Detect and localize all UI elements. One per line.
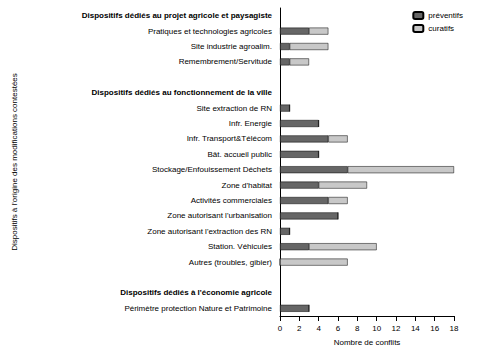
svg-text:6: 6 [336, 324, 341, 333]
svg-text:Dispositifs à l'origine des mo: Dispositifs à l'origine des modification… [10, 73, 19, 251]
svg-text:Bât. accueil public: Bât. accueil public [208, 150, 272, 159]
svg-text:Autres (troubles, gibier): Autres (troubles, gibier) [189, 258, 272, 267]
svg-text:Dispositifs dédiés au projet a: Dispositifs dédiés au projet agricole et… [82, 11, 273, 20]
svg-text:Site extraction de RN: Site extraction de RN [196, 104, 272, 113]
svg-text:4: 4 [316, 324, 321, 333]
svg-text:12: 12 [392, 324, 401, 333]
svg-text:Zone d'habitat: Zone d'habitat [222, 181, 273, 190]
svg-text:Zone autorisant l'urbanisation: Zone autorisant l'urbanisation [167, 211, 272, 220]
svg-text:18: 18 [450, 324, 459, 333]
svg-text:Site industrie agroalim.: Site industrie agroalim. [191, 42, 272, 51]
svg-text:Infr. Energie: Infr. Energie [229, 119, 273, 128]
svg-text:8: 8 [355, 324, 360, 333]
svg-text:Infr. Transport&Télécom: Infr. Transport&Télécom [187, 134, 273, 143]
svg-text:curatifs: curatifs [428, 24, 454, 33]
svg-text:0: 0 [278, 324, 283, 333]
svg-text:Dispositifs dédiés à l'économi: Dispositifs dédiés à l'économie agricole [120, 288, 272, 297]
svg-text:Stockage/Enfouissement Déchets: Stockage/Enfouissement Déchets [152, 165, 272, 174]
svg-text:Activités commerciales: Activités commerciales [191, 196, 272, 205]
svg-text:2: 2 [297, 324, 302, 333]
svg-text:16: 16 [430, 324, 439, 333]
svg-text:Périmètre protection Nature et: Périmètre protection Nature et Patrimoin… [124, 304, 272, 313]
svg-text:Zone autorisant l'extraction d: Zone autorisant l'extraction des RN [147, 227, 272, 236]
svg-text:14: 14 [411, 324, 420, 333]
svg-text:Pratiques et technologies agri: Pratiques et technologies agricoles [148, 27, 272, 36]
svg-text:Remembrement/Servitude: Remembrement/Servitude [179, 57, 273, 66]
svg-text:Station. Véhicules: Station. Véhicules [208, 242, 272, 251]
svg-text:Dispositifs dédiés au fonction: Dispositifs dédiés au fonctionnement de … [92, 88, 273, 97]
svg-text:10: 10 [372, 324, 381, 333]
svg-text:préventifs: préventifs [428, 11, 463, 20]
svg-text:Nombre de conflits: Nombre de conflits [334, 338, 401, 347]
